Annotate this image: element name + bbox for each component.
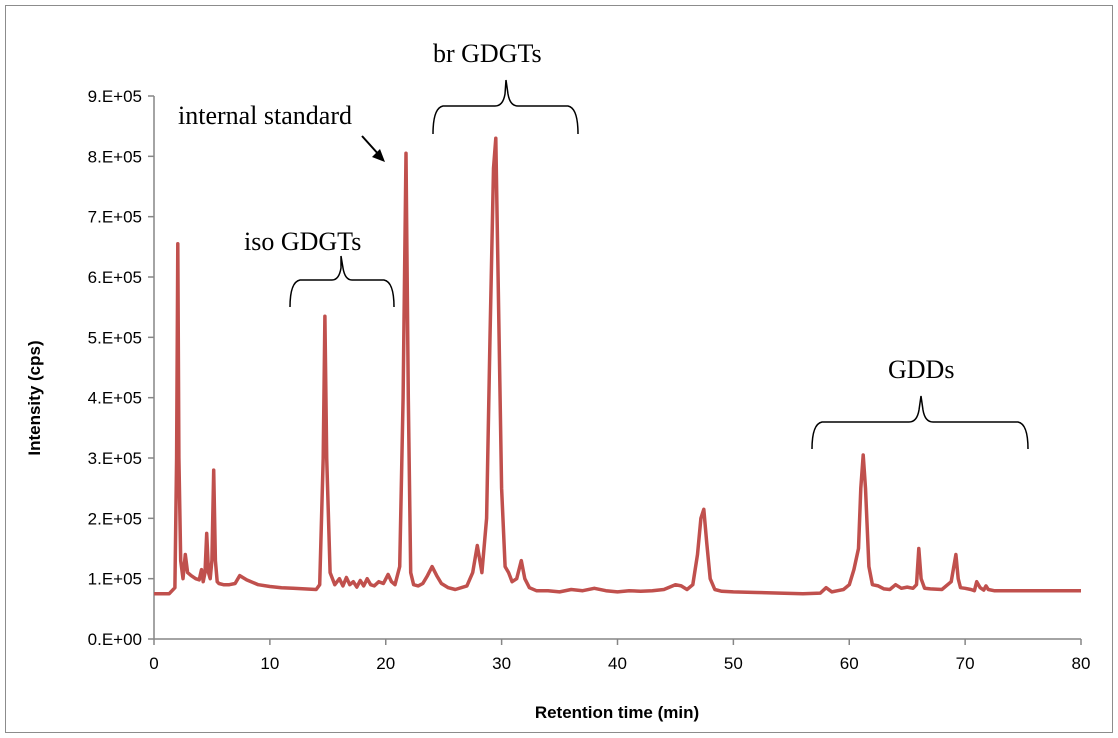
annotation-arrowhead (372, 149, 385, 162)
y-tick-label: 1.E+05 (88, 570, 142, 589)
y-tick-label: 8.E+05 (88, 147, 142, 166)
y-ticks: 0.E+00 1.E+05 2.E+05 3.E+05 4.E+05 5.E+05 6.E+… (88, 87, 154, 649)
x-tick-label: 30 (492, 654, 511, 673)
bracket-br-gdgts (432, 79, 579, 135)
annotation-gdds: GDDs (888, 355, 954, 384)
x-tick-label: 60 (840, 654, 859, 673)
intensity-series-line (154, 136, 1081, 596)
x-tick-label: 50 (724, 654, 743, 673)
y-tick-label: 2.E+05 (88, 509, 142, 528)
x-tick-label: 70 (956, 654, 975, 673)
y-tick-label: 7.E+05 (88, 208, 142, 227)
annotations: internal standard iso GDGTs br GDGTs GDD… (178, 39, 1029, 450)
x-tick-label: 10 (260, 654, 279, 673)
annotation-br-gdgts: br GDGTs (433, 39, 542, 68)
x-tick-label: 40 (608, 654, 627, 673)
y-tick-label: 6.E+05 (88, 268, 142, 287)
y-tick-label: 3.E+05 (88, 449, 142, 468)
y-tick-label: 0.E+00 (88, 630, 142, 649)
y-tick-label: 5.E+05 (88, 328, 142, 347)
x-tick-label: 80 (1072, 654, 1091, 673)
x-tick-label: 20 (376, 654, 395, 673)
bracket-iso-gdgts (289, 255, 395, 308)
x-ticks: 0 10 20 30 40 50 60 70 80 (149, 639, 1090, 673)
y-tick-label: 9.E+05 (88, 87, 142, 106)
y-axis-title: Intensity (cps) (25, 340, 44, 455)
x-axis-title: Retention time (min) (535, 703, 699, 722)
x-tick-label: 0 (149, 654, 158, 673)
annotation-internal-standard: internal standard (178, 101, 352, 130)
y-tick-label: 4.E+05 (88, 389, 142, 408)
bracket-gdds (811, 395, 1029, 450)
axes: 0.E+00 1.E+05 2.E+05 3.E+05 4.E+05 5.E+05 6.E+… (88, 87, 1091, 673)
annotation-iso-gdgts: iso GDGTs (244, 227, 361, 256)
chart-frame (5, 5, 1113, 733)
